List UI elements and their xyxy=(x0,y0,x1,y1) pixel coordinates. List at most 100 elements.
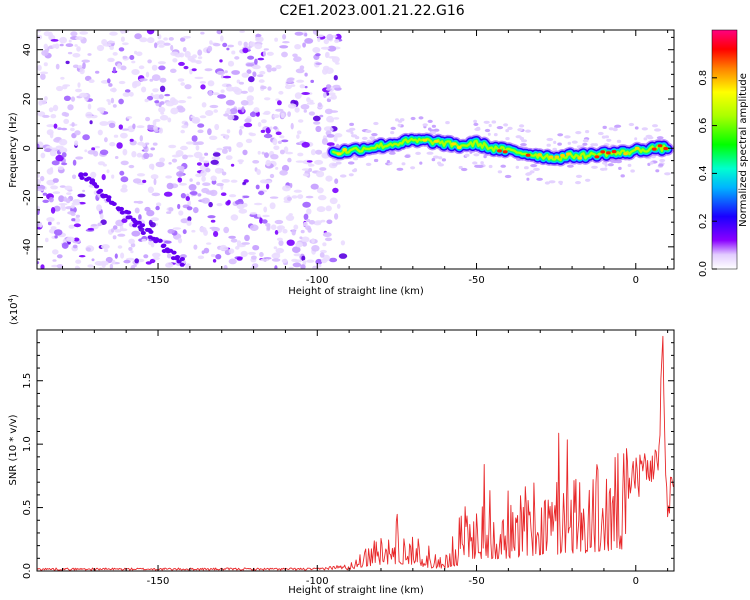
noise-blob xyxy=(196,162,202,166)
noise-blob xyxy=(133,200,139,204)
noise-blob xyxy=(99,149,109,156)
noise-blob xyxy=(114,253,118,259)
noise-blob xyxy=(330,128,334,132)
noise-blob xyxy=(252,64,261,70)
noise-blob xyxy=(234,56,240,60)
noise-blob xyxy=(222,146,231,150)
snr-line-chart: -150 -100 -50 0 0.0 0.5 1.0 1.5 Height of strai… xyxy=(7,294,675,596)
signal-halo xyxy=(351,169,358,173)
noise-blob xyxy=(79,92,88,98)
noise-blob xyxy=(240,250,248,257)
signal-peak xyxy=(554,155,560,159)
signal-halo xyxy=(582,142,588,146)
noise-blob xyxy=(109,263,114,269)
noise-blob xyxy=(163,42,171,46)
noise-blob xyxy=(260,129,266,133)
noise-blob xyxy=(37,247,40,251)
noise-blob xyxy=(296,130,302,135)
colorbar-tick-label: 0.6 xyxy=(698,118,709,134)
noise-blob xyxy=(111,259,116,265)
signal-halo xyxy=(659,158,666,163)
noise-blob xyxy=(308,220,316,225)
noise-blob xyxy=(238,128,243,136)
noise-blob xyxy=(290,122,294,130)
noise-blob xyxy=(151,74,161,81)
noise-blob xyxy=(258,79,265,83)
noise-blob xyxy=(239,30,245,33)
noise-blob xyxy=(246,95,254,102)
noise-blob xyxy=(292,53,298,58)
noise-blob xyxy=(322,232,332,238)
noise-blob xyxy=(38,101,43,106)
noise-blob xyxy=(87,53,92,56)
noise-blob xyxy=(158,44,165,48)
noise-blob xyxy=(177,100,187,104)
noise-blob xyxy=(96,44,105,52)
noise-blob xyxy=(141,86,147,93)
noise-blob xyxy=(315,149,323,155)
noise-blob xyxy=(292,246,301,253)
noise-blob xyxy=(180,82,185,86)
noise-blob xyxy=(200,84,206,90)
noise-blob xyxy=(148,153,154,158)
noise-blob xyxy=(195,145,200,151)
noise-blob xyxy=(43,43,48,50)
noise-blob xyxy=(293,224,299,230)
noise-blob xyxy=(120,252,125,259)
noise-blob xyxy=(275,166,279,170)
noise-blob xyxy=(87,227,95,231)
noise-blob xyxy=(316,170,325,178)
noise-blob xyxy=(330,94,337,100)
noise-blob xyxy=(245,138,253,144)
noise-blob xyxy=(286,77,293,83)
noise-blob xyxy=(155,161,165,168)
signal-halo xyxy=(649,161,654,165)
noise-blob xyxy=(327,45,337,52)
noise-blob xyxy=(273,246,278,250)
noise-blob xyxy=(280,112,285,119)
noise-blob xyxy=(193,151,203,159)
signal-halo xyxy=(546,137,554,142)
heatmap-x-tick-label: 0 xyxy=(633,275,639,286)
signal-halo xyxy=(373,121,379,126)
noise-streak xyxy=(79,175,85,180)
noise-blob xyxy=(37,179,41,185)
noise-blob xyxy=(277,100,282,106)
noise-blob xyxy=(272,114,280,119)
noise-blob xyxy=(295,241,303,248)
noise-blob xyxy=(130,243,136,248)
noise-blob xyxy=(53,205,61,212)
noise-blob xyxy=(214,167,223,174)
noise-blob xyxy=(220,192,227,196)
noise-blob xyxy=(317,102,322,108)
noise-blob xyxy=(63,95,71,102)
noise-blob xyxy=(264,152,269,159)
signal-halo xyxy=(335,161,342,165)
noise-blob xyxy=(158,106,166,113)
noise-blob xyxy=(154,42,158,49)
noise-blob xyxy=(200,156,205,159)
noise-blob xyxy=(201,175,206,182)
noise-blob xyxy=(121,218,128,223)
noise-blob xyxy=(120,176,129,183)
noise-blob xyxy=(225,134,229,140)
noise-blob xyxy=(279,170,288,176)
signal-halo xyxy=(390,131,395,135)
noise-blob xyxy=(205,110,214,116)
noise-blob xyxy=(299,236,303,240)
noise-blob xyxy=(81,59,90,63)
noise-blob xyxy=(187,216,192,222)
noise-blob xyxy=(108,83,113,87)
noise-blob xyxy=(254,58,258,65)
signal-halo xyxy=(553,140,557,144)
noise-blob xyxy=(77,82,81,88)
noise-blob xyxy=(170,44,174,51)
noise-blob xyxy=(271,67,277,72)
noise-streak xyxy=(119,210,125,215)
signal-halo xyxy=(557,142,562,146)
noise-blob xyxy=(138,65,145,70)
noise-blob xyxy=(269,202,276,210)
noise-blob xyxy=(185,196,190,202)
noise-blob xyxy=(195,60,202,65)
